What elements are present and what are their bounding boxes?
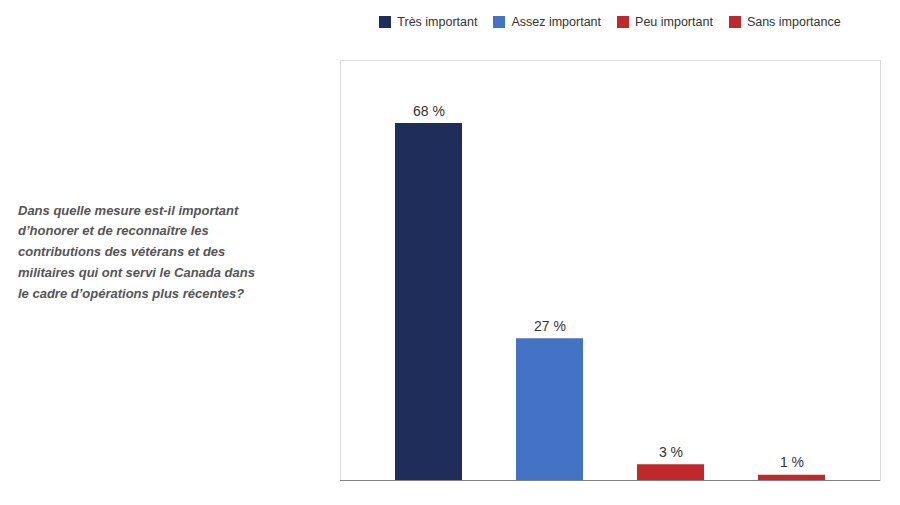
svg-text:27 %: 27 % <box>534 318 566 334</box>
html-text:le cadre d’opérations plus réc: le cadre d’opérations plus récentes? <box>18 285 245 301</box>
html-text:Très important: Très important <box>397 15 478 29</box>
svg-text:1 %: 1 % <box>780 454 804 470</box>
html-text:Assez important: Assez important <box>511 15 601 29</box>
html-text:contributions des vétérans et: contributions des vétérans et des <box>18 244 226 260</box>
html-text:militaires qui ont servi le Ca: militaires qui ont servi le Canada dans <box>18 264 255 280</box>
svg-text:3 %: 3 % <box>659 444 683 460</box>
html-text:Peu important: Peu important <box>635 15 713 29</box>
html-text:d’honorer et de reconnaître le: d’honorer et de reconnaître les <box>18 223 209 239</box>
html-text:Sans importance: Sans importance <box>746 15 841 29</box>
svg-text:68 %: 68 % <box>413 103 445 119</box>
html-text:Dans quelle mesure est-il impo: Dans quelle mesure est-il important <box>18 202 239 218</box>
